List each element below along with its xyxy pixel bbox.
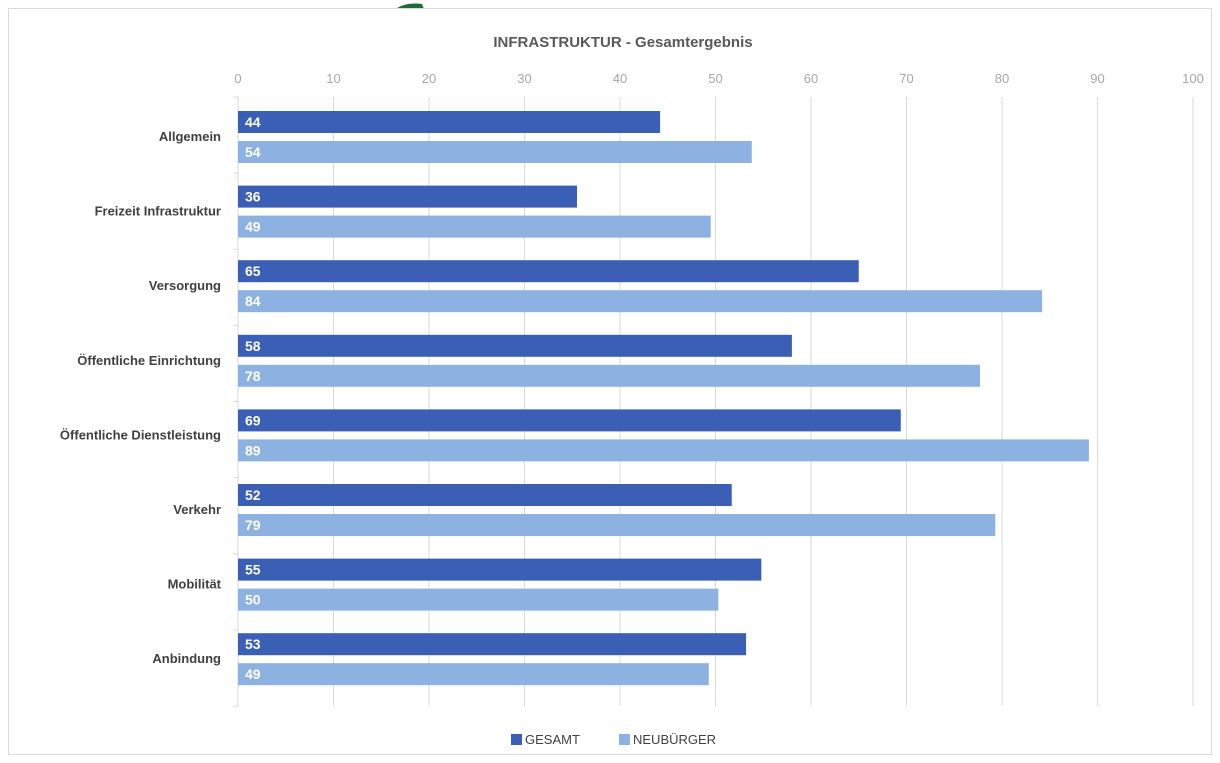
bar-neubuerger	[238, 290, 1043, 313]
data-label: 52	[245, 487, 261, 503]
x-tick-label: 90	[1090, 71, 1104, 86]
bar-neubuerger	[238, 588, 719, 611]
category-label: Mobilität	[168, 577, 222, 592]
bar-gesamt	[238, 633, 747, 656]
bar-neubuerger	[238, 439, 1089, 462]
bar-gesamt	[238, 409, 901, 432]
x-tick-label: 0	[234, 71, 241, 86]
data-label: 54	[245, 144, 261, 160]
x-tick-label: 30	[517, 71, 531, 86]
legend-swatch	[619, 734, 630, 745]
bar-neubuerger	[238, 663, 709, 686]
data-label: 69	[245, 412, 261, 428]
legend: GESAMT NEUBÜRGER	[511, 732, 716, 747]
data-label: 49	[245, 666, 261, 682]
data-label: 65	[245, 263, 261, 279]
x-tick-label: 50	[708, 71, 722, 86]
x-tick-label: 80	[995, 71, 1009, 86]
bar-gesamt	[238, 334, 792, 357]
bars: 44 54 36 49 65 84 58 78 69 89 52 79 55 50 53 49	[238, 111, 1089, 686]
bar-neubuerger	[238, 141, 752, 163]
data-label: 49	[245, 219, 261, 235]
x-tick-label: 60	[804, 71, 818, 86]
bar-gesamt	[238, 111, 661, 133]
category-label: Verkehr	[173, 502, 221, 517]
legend-label: NEUBÜRGER	[633, 732, 716, 747]
data-label: 78	[245, 368, 261, 384]
legend-swatch	[511, 734, 522, 745]
category-label: Öffentliche Dienstleistung	[60, 427, 221, 442]
data-label: 53	[245, 636, 261, 652]
bar-gesamt	[238, 185, 578, 208]
chart-frame: INFRASTRUKTUR - Gesamtergebnis 0 10 20 30 40…	[8, 8, 1212, 755]
bar-neubuerger	[238, 364, 981, 387]
x-tick-label: 40	[613, 71, 627, 86]
data-label: 50	[245, 592, 261, 608]
x-tick-label: 10	[326, 71, 340, 86]
x-tick-label: 100	[1182, 71, 1204, 86]
data-label: 79	[245, 517, 261, 533]
x-axis-tick-labels: 0 10 20 30 40 50 60 70 80 90 100	[234, 71, 1203, 86]
data-label: 55	[245, 562, 261, 578]
bar-neubuerger	[238, 514, 996, 536]
data-label: 89	[245, 442, 261, 458]
category-label: Anbindung	[152, 651, 221, 666]
bar-gesamt	[238, 558, 762, 581]
bar-chart: INFRASTRUKTUR - Gesamtergebnis 0 10 20 30 40…	[60, 34, 1204, 747]
bar-gesamt	[238, 484, 732, 506]
data-label: 58	[245, 338, 261, 354]
bar-neubuerger	[238, 215, 711, 238]
category-label: Allgemein	[159, 129, 221, 144]
category-labels: Allgemein Freizeit Infrastruktur Versorgun…	[60, 129, 222, 666]
category-label: Freizeit Infrastruktur	[95, 204, 221, 219]
category-label: Versorgung	[149, 278, 221, 293]
data-label: 36	[245, 189, 261, 205]
bar-gesamt	[238, 260, 859, 283]
data-label: 84	[245, 293, 261, 309]
x-tick-label: 20	[422, 71, 436, 86]
legend-label: GESAMT	[525, 732, 580, 747]
category-label: Öffentliche Einrichtung	[77, 353, 221, 368]
data-label: 44	[245, 114, 261, 130]
x-tick-label: 70	[899, 71, 913, 86]
chart-title: INFRASTRUKTUR - Gesamtergebnis	[493, 34, 752, 51]
